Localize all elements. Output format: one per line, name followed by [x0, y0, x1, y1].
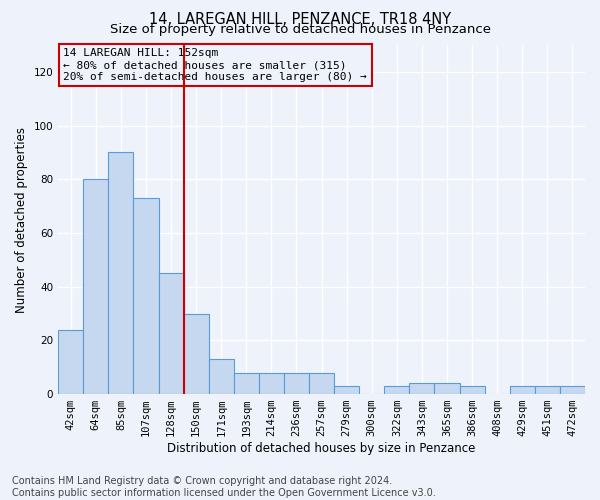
X-axis label: Distribution of detached houses by size in Penzance: Distribution of detached houses by size …: [167, 442, 476, 455]
Bar: [385, 386, 409, 394]
Bar: [334, 386, 359, 394]
Text: 14, LAREGAN HILL, PENZANCE, TR18 4NY: 14, LAREGAN HILL, PENZANCE, TR18 4NY: [149, 12, 451, 28]
Bar: [234, 372, 259, 394]
Bar: [158, 273, 184, 394]
Text: 14 LAREGAN HILL: 152sqm
← 80% of detached houses are smaller (315)
20% of semi-d: 14 LAREGAN HILL: 152sqm ← 80% of detache…: [64, 48, 367, 82]
Bar: [535, 386, 560, 394]
Bar: [510, 386, 535, 394]
Bar: [83, 180, 109, 394]
Bar: [309, 372, 334, 394]
Bar: [133, 198, 158, 394]
Bar: [409, 384, 434, 394]
Bar: [560, 386, 585, 394]
Bar: [460, 386, 485, 394]
Bar: [259, 372, 284, 394]
Bar: [209, 359, 234, 394]
Bar: [58, 330, 83, 394]
Text: Contains HM Land Registry data © Crown copyright and database right 2024.
Contai: Contains HM Land Registry data © Crown c…: [12, 476, 436, 498]
Bar: [284, 372, 309, 394]
Bar: [184, 314, 209, 394]
Text: Size of property relative to detached houses in Penzance: Size of property relative to detached ho…: [110, 24, 491, 36]
Y-axis label: Number of detached properties: Number of detached properties: [15, 126, 28, 312]
Bar: [434, 384, 460, 394]
Bar: [109, 152, 133, 394]
